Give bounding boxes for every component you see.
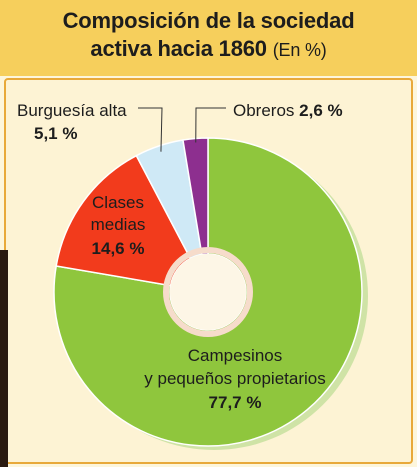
label-campesinos-line1: Campesinos bbox=[188, 346, 283, 365]
chart-title-line2-text: activa hacia 1860 bbox=[90, 36, 267, 61]
label-burguesia-alta-value: 5,1 % bbox=[34, 124, 77, 143]
leader-burguesia-alta bbox=[138, 107, 163, 152]
title-banner: Composición de la sociedad activa hacia … bbox=[0, 0, 417, 76]
label-campesinos-value: 77,7 % bbox=[209, 393, 262, 412]
label-campesinos-line2: y pequeños propietarios bbox=[144, 369, 325, 388]
label-obreros-name: Obreros 2,6 % bbox=[233, 101, 343, 120]
label-clases-medias-line2: medias bbox=[91, 215, 146, 234]
page-edge bbox=[0, 250, 8, 467]
chart-title-unit: (En %) bbox=[272, 40, 327, 60]
donut-inner-ring bbox=[163, 247, 253, 337]
label-clases-medias-value: 14,6 % bbox=[92, 239, 145, 258]
leader-obreros bbox=[195, 107, 226, 143]
label-burguesia-alta-name: Burguesía alta bbox=[17, 101, 127, 120]
donut-hole bbox=[170, 254, 246, 330]
chart-title-line1: Composición de la sociedad bbox=[62, 8, 355, 33]
chart-title-line2: activa hacia 1860 (En %) bbox=[0, 36, 417, 62]
label-clases-medias-line1: Clases bbox=[92, 193, 144, 212]
label-obreros-value: 2,6 % bbox=[299, 101, 342, 120]
